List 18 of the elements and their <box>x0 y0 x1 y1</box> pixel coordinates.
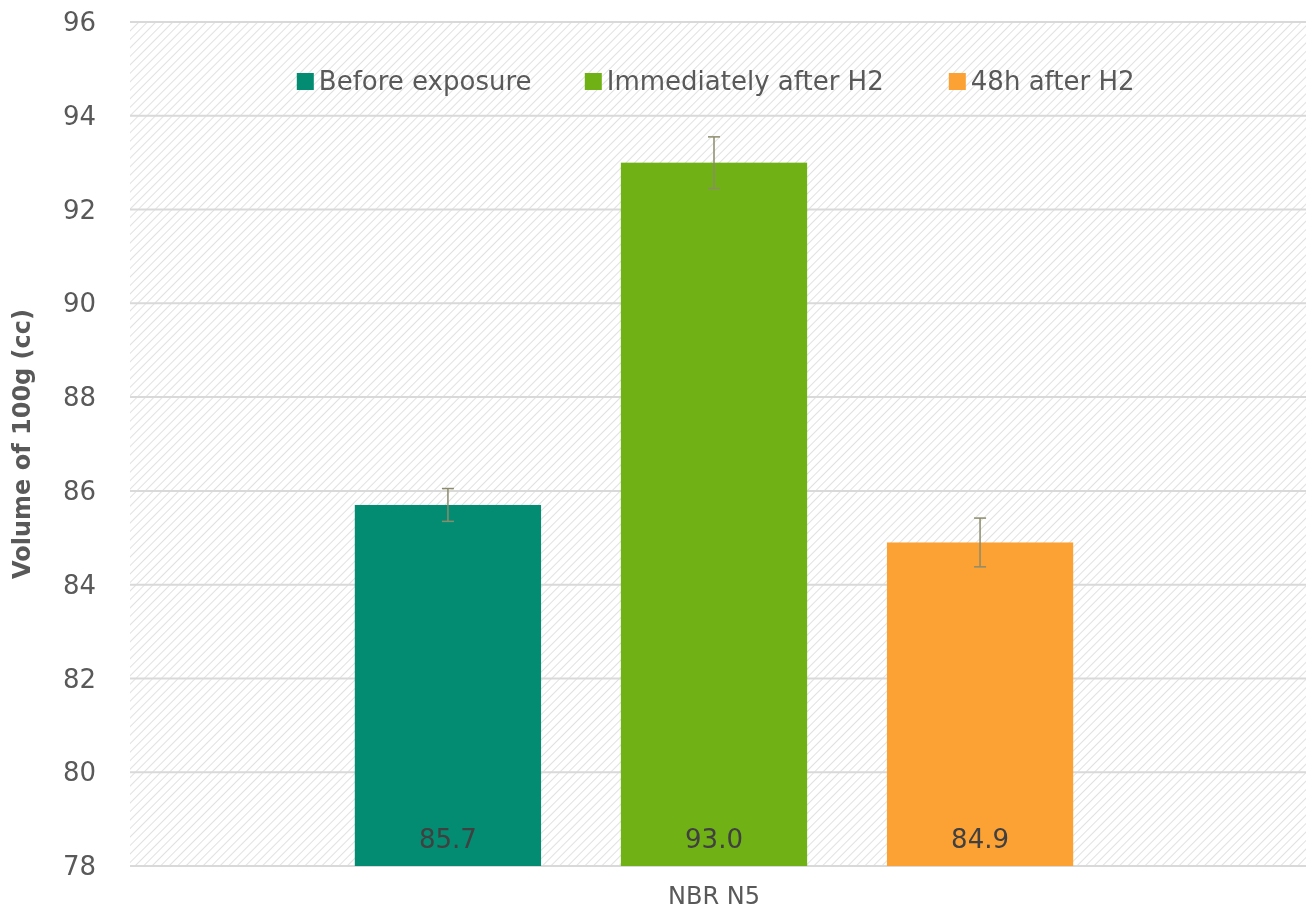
legend-label: Before exposure <box>318 66 532 96</box>
x-tick-label: NBR N5 <box>668 882 760 910</box>
y-tick-label: 88 <box>62 382 96 413</box>
data-label: 84.9 <box>951 824 1010 854</box>
legend-label: 48h after H2 <box>970 66 1135 96</box>
y-tick-label: 94 <box>62 100 96 131</box>
y-tick-label: 92 <box>62 194 96 225</box>
y-tick-label: 86 <box>62 475 96 506</box>
y-tick-label: 82 <box>62 663 96 694</box>
y-tick-label: 90 <box>62 288 96 319</box>
y-axis-title: Volume of 100g (cc) <box>8 308 36 580</box>
y-tick-label: 80 <box>62 757 96 788</box>
y-tick-label: 84 <box>62 569 96 600</box>
y-tick-label: 96 <box>62 7 96 38</box>
legend-label: Immediately after H2 <box>606 66 884 96</box>
y-tick-label: 78 <box>62 851 96 882</box>
data-label: 85.7 <box>418 824 477 854</box>
data-label: 93.0 <box>685 824 743 854</box>
